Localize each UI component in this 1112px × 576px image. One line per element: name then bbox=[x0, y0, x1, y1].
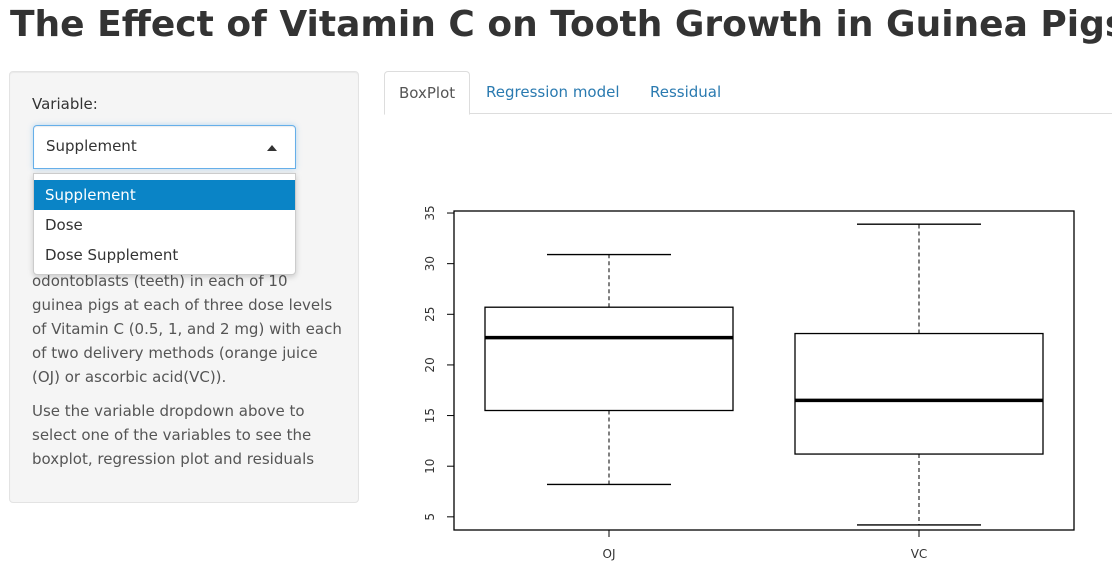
y-tick-label: 25 bbox=[423, 307, 437, 322]
description-text: odontoblasts (teeth) in each of 10 guine… bbox=[32, 269, 342, 481]
dropdown-option-dose-supplement[interactable]: Dose Supplement bbox=[45, 246, 179, 264]
dropdown-option-dose[interactable]: Dose bbox=[45, 216, 83, 234]
y-tick-label: 15 bbox=[423, 408, 437, 423]
sidebar-panel: Variable: Supplement Supplement Dose Dos… bbox=[9, 71, 359, 503]
description-paragraph: Use the variable dropdown above to selec… bbox=[32, 402, 315, 468]
y-tick-label: 35 bbox=[423, 205, 437, 220]
description-paragraph: odontoblasts (teeth) in each of 10 guine… bbox=[32, 272, 342, 386]
tab-bar: BoxPlot Regression model Ressidual bbox=[384, 71, 1112, 115]
y-tick-label: 20 bbox=[423, 357, 437, 372]
x-tick-label-oj: OJ bbox=[603, 547, 616, 561]
plot-frame bbox=[453, 210, 1075, 531]
variable-label: Variable: bbox=[32, 95, 98, 113]
box-vc bbox=[794, 332, 1044, 455]
y-tick-label: 5 bbox=[423, 513, 437, 521]
dropdown-option-supplement[interactable]: Supplement bbox=[34, 180, 295, 210]
boxplot-chart: 5 10 15 20 25 30 35 OJ VC bbox=[384, 180, 1104, 576]
y-tick-label: 10 bbox=[423, 459, 437, 474]
caret-up-icon[interactable] bbox=[267, 145, 277, 151]
tab-ressidual[interactable]: Ressidual bbox=[650, 83, 722, 101]
box-oj bbox=[484, 306, 734, 412]
x-tick-label-vc: VC bbox=[911, 547, 928, 561]
variable-select[interactable]: Supplement bbox=[33, 125, 296, 169]
variable-dropdown-menu: Supplement Dose Dose Supplement bbox=[33, 173, 296, 275]
page-title: The Effect of Vitamin C on Tooth Growth … bbox=[10, 4, 1112, 45]
boxplot-svg: 5 10 15 20 25 30 35 OJ VC bbox=[423, 205, 1075, 561]
y-tick-label: 30 bbox=[423, 256, 437, 271]
select-value: Supplement bbox=[46, 137, 137, 155]
tab-regression-model[interactable]: Regression model bbox=[486, 83, 620, 101]
tab-boxplot[interactable]: BoxPlot bbox=[384, 71, 471, 115]
